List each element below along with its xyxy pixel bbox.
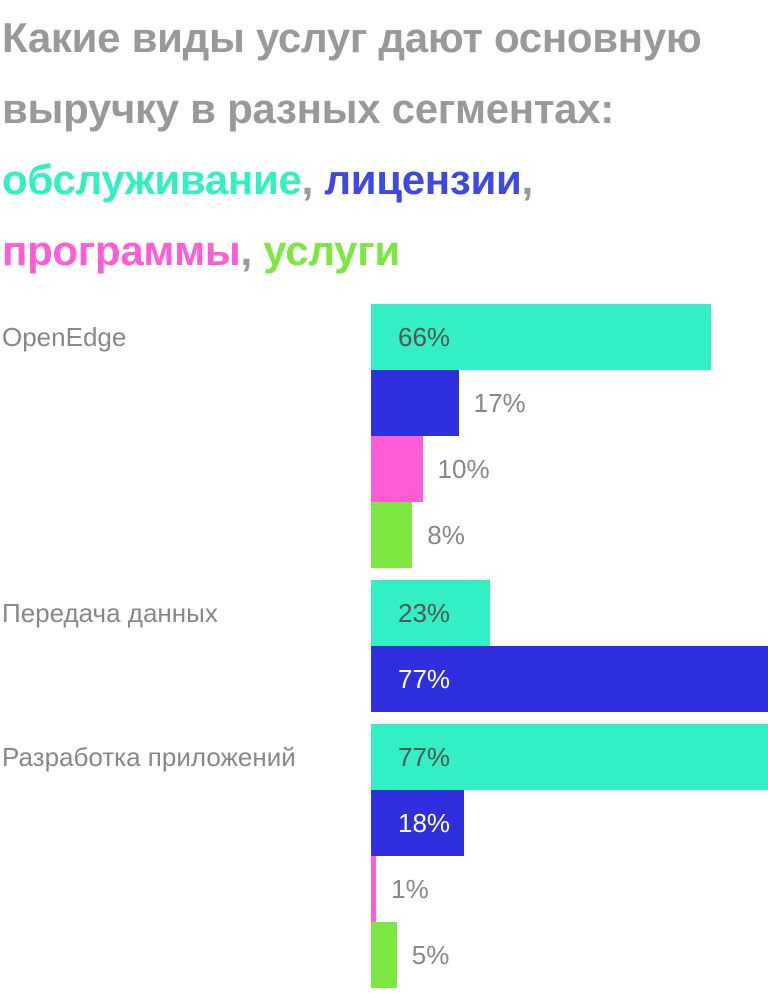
- title-line-4: программы, услуги: [2, 215, 768, 286]
- bar-services: [371, 502, 413, 568]
- legend-separator: ,: [521, 156, 534, 203]
- value-label: 10%: [437, 454, 490, 484]
- bar-service: [371, 580, 490, 646]
- category-label-openedge: OpenEdge: [2, 322, 127, 352]
- category-label-app-dev: Разработка приложений: [2, 742, 296, 772]
- legend-item-services: услуги: [263, 227, 400, 274]
- value-label: 1%: [391, 874, 429, 904]
- value-label: 18%: [398, 808, 451, 838]
- legend-item-service: обслуживание: [2, 156, 302, 203]
- bar-licenses: [371, 790, 464, 856]
- bar-software: [371, 436, 423, 502]
- bar-software: [371, 856, 377, 922]
- title-line-3: обслуживание, лицензии,: [2, 144, 768, 215]
- value-label: 5%: [411, 940, 450, 970]
- value-label: 17%: [473, 388, 526, 418]
- chart-title: Какие виды услуг дают основную выручку в…: [2, 2, 768, 286]
- bar-licenses: [371, 646, 768, 712]
- title-line-2: выручку в разных сегментах:: [2, 85, 614, 132]
- value-label: 23%: [398, 598, 451, 628]
- bar-service: [371, 304, 712, 370]
- bar-licenses: [371, 370, 459, 436]
- bar-service: [371, 724, 768, 790]
- value-label: 66%: [398, 322, 451, 352]
- bar-services: [371, 922, 397, 988]
- legend-item-software: программы: [2, 227, 241, 274]
- title-line-1: Какие виды услуг дают основную: [2, 14, 702, 61]
- legend-separator: ,: [301, 156, 314, 203]
- legend-item-licenses: лицензии: [324, 156, 522, 203]
- legend-separator: ,: [240, 227, 253, 274]
- value-label: 77%: [398, 742, 451, 772]
- value-label: 8%: [427, 520, 465, 550]
- category-label-data-transfer: Передача данных: [2, 598, 218, 628]
- value-label: 77%: [398, 664, 451, 694]
